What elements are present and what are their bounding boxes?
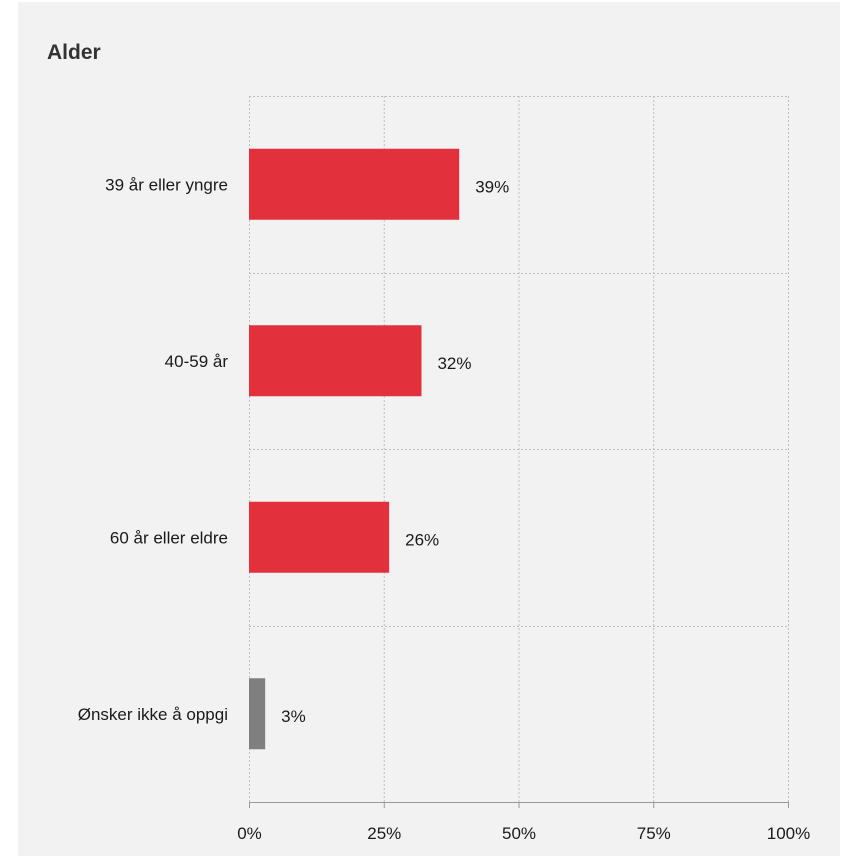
x-tick-label-0: 0% xyxy=(237,824,262,843)
category-label-3: Ønsker ikke å oppgi xyxy=(78,705,228,724)
bars xyxy=(249,148,460,750)
bar-chart: Alder 39 år eller yngre 39% 40-59 år 32% 60 … xyxy=(47,41,810,843)
bar-3 xyxy=(249,678,266,750)
x-axis: 0% 25% 50% 75% 100% xyxy=(237,802,810,843)
value-label-1: 32% xyxy=(437,354,471,373)
bar-1 xyxy=(249,325,422,397)
x-tick-label-4: 100% xyxy=(767,824,810,843)
bar-2 xyxy=(249,501,390,573)
category-label-2: 60 år eller eldre xyxy=(110,528,228,547)
chart-panel: Alder 39 år eller yngre 39% 40-59 år 32% 60 … xyxy=(18,2,840,856)
chart-title: Alder xyxy=(47,41,101,64)
bar-0 xyxy=(249,148,460,220)
labels: 39 år eller yngre 39% 40-59 år 32% 60 år ell… xyxy=(78,175,509,726)
value-label-0: 39% xyxy=(475,177,509,196)
x-tick-label-2: 50% xyxy=(502,824,536,843)
value-label-2: 26% xyxy=(405,530,439,549)
value-label-3: 3% xyxy=(281,707,306,726)
category-label-1: 40-59 år xyxy=(165,352,229,371)
x-tick-label-1: 25% xyxy=(367,824,401,843)
x-tick-label-3: 75% xyxy=(637,824,671,843)
category-label-0: 39 år eller yngre xyxy=(105,175,228,194)
